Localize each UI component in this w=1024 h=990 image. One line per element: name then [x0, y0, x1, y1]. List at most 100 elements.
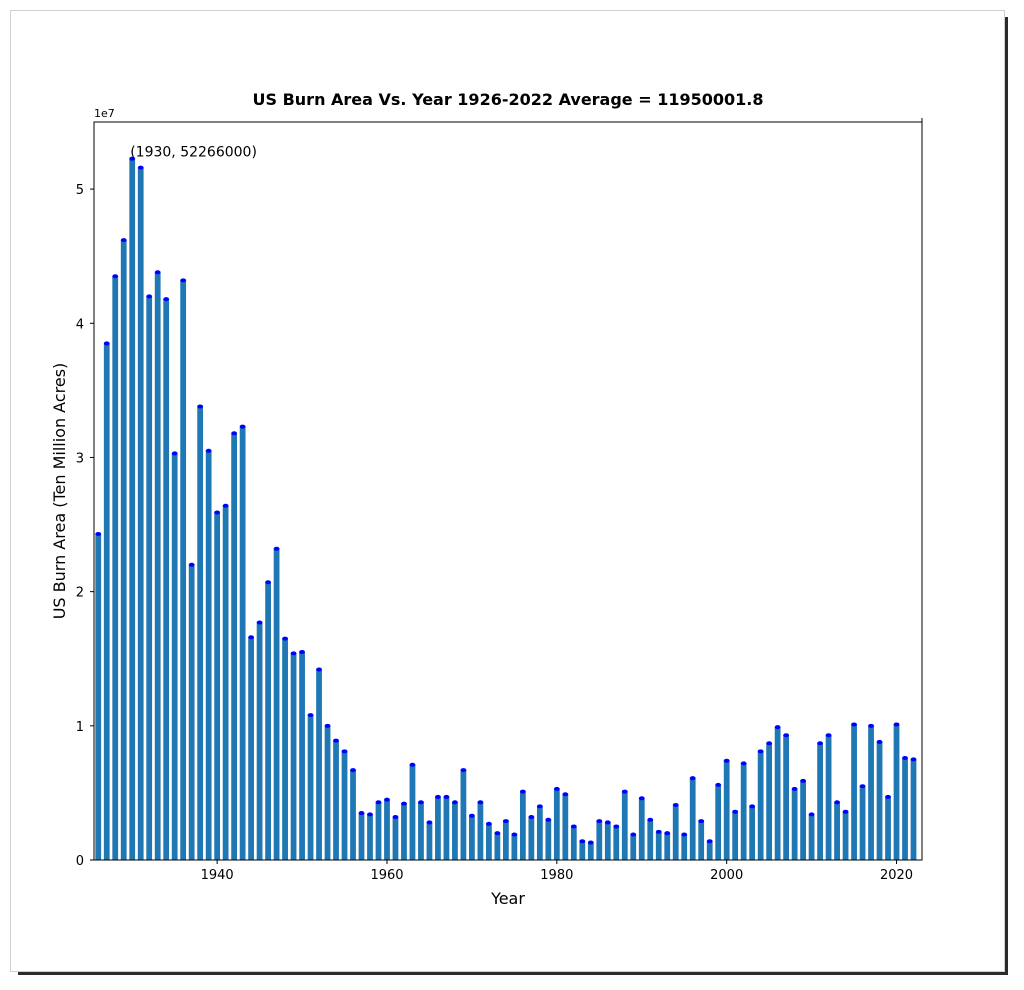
marker-2013 [834, 800, 840, 805]
marker-1971 [477, 800, 484, 805]
marker-1959 [375, 800, 382, 805]
bar-1944 [248, 637, 254, 860]
chart-title: US Burn Area Vs. Year 1926-2022 Average … [253, 90, 764, 109]
marker-1933 [154, 270, 161, 275]
marker-1963 [409, 762, 416, 767]
bar-1959 [375, 802, 382, 860]
bar-2004 [757, 751, 764, 860]
bar-1972 [486, 823, 492, 860]
marker-1972 [486, 821, 492, 826]
bar-1942 [231, 433, 238, 860]
marker-1991 [647, 817, 654, 822]
bar-1928 [112, 276, 119, 860]
marker-1949 [290, 651, 297, 656]
x-tick-label-1980: 1980 [540, 868, 573, 883]
marker-2016 [859, 784, 866, 789]
marker-1953 [324, 723, 331, 728]
bar-1938 [197, 406, 204, 860]
marker-1957 [358, 811, 365, 816]
bar-1984 [587, 842, 594, 860]
marker-1947 [273, 546, 280, 551]
marker-series [95, 156, 917, 845]
marker-2022 [910, 757, 917, 762]
bar-2009 [800, 780, 806, 860]
bar-2000 [723, 760, 730, 860]
marker-1934 [163, 297, 170, 302]
bar-2013 [834, 802, 840, 860]
marker-1989 [630, 832, 637, 837]
marker-1986 [604, 820, 611, 825]
y-axis-offset-label: 1e7 [94, 107, 115, 120]
y-axis-ticks: 0 1 2 3 4 5 [76, 183, 94, 869]
max-annotation: (1930, 52266000) [130, 145, 257, 161]
marker-1984 [587, 840, 594, 845]
bar-1987 [613, 826, 620, 860]
marker-1975 [511, 832, 518, 837]
marker-2018 [876, 739, 883, 744]
bar-1997 [698, 821, 705, 860]
y-tick-label-3: 3 [76, 451, 84, 466]
marker-1950 [299, 650, 305, 655]
marker-1952 [316, 667, 322, 672]
bar-2008 [791, 788, 798, 860]
marker-1969 [460, 768, 467, 773]
bar-1939 [205, 450, 212, 860]
bar-1963 [409, 764, 416, 860]
marker-2001 [732, 809, 739, 814]
marker-2003 [749, 804, 756, 809]
marker-1948 [282, 636, 288, 641]
y-tick-label-1: 1 [76, 720, 84, 735]
bar-1940 [214, 512, 221, 860]
marker-1982 [570, 824, 577, 829]
bar-1969 [460, 770, 467, 860]
bar-2018 [876, 741, 883, 860]
bar-1966 [435, 796, 441, 860]
marker-1958 [367, 812, 373, 817]
bar-1962 [401, 803, 407, 860]
bar-1975 [511, 834, 518, 860]
bar-1961 [392, 817, 399, 860]
bar-1978 [536, 806, 543, 860]
marker-1983 [579, 839, 586, 844]
marker-1928 [112, 274, 119, 279]
marker-1941 [222, 503, 229, 508]
bar-1935 [171, 453, 178, 860]
bar-1964 [418, 802, 424, 860]
bar-1999 [715, 784, 722, 860]
marker-2005 [766, 741, 773, 746]
bar-1967 [443, 796, 450, 860]
marker-1946 [265, 580, 271, 585]
bar-2015 [851, 724, 857, 860]
marker-1994 [672, 802, 679, 807]
bar-1992 [655, 831, 662, 860]
bar-1990 [638, 798, 645, 860]
bar-1957 [358, 813, 365, 860]
marker-2002 [740, 761, 747, 766]
marker-1977 [528, 815, 535, 820]
marker-2004 [757, 749, 764, 754]
bar-1945 [256, 622, 263, 860]
marker-1938 [197, 404, 204, 409]
marker-1932 [146, 294, 153, 299]
bar-1974 [502, 821, 509, 860]
bar-1995 [681, 834, 688, 860]
bar-1998 [706, 841, 713, 860]
bar-1977 [528, 817, 535, 860]
marker-2020 [893, 722, 900, 727]
bar-1941 [222, 505, 229, 860]
bar-1982 [570, 826, 577, 860]
marker-1995 [681, 832, 688, 837]
marker-1966 [435, 794, 441, 799]
bar-series [95, 158, 917, 860]
marker-2012 [825, 733, 832, 738]
marker-1997 [698, 819, 705, 824]
y-tick-label-2: 2 [76, 586, 84, 601]
bar-1989 [630, 834, 637, 860]
marker-1985 [596, 819, 603, 824]
x-axis-ticks: 1940 1960 1980 2000 2020 [201, 118, 923, 883]
marker-1996 [689, 776, 696, 781]
bar-1968 [452, 802, 458, 860]
bar-2017 [868, 725, 874, 860]
marker-1992 [655, 829, 662, 834]
bar-1952 [316, 669, 322, 860]
